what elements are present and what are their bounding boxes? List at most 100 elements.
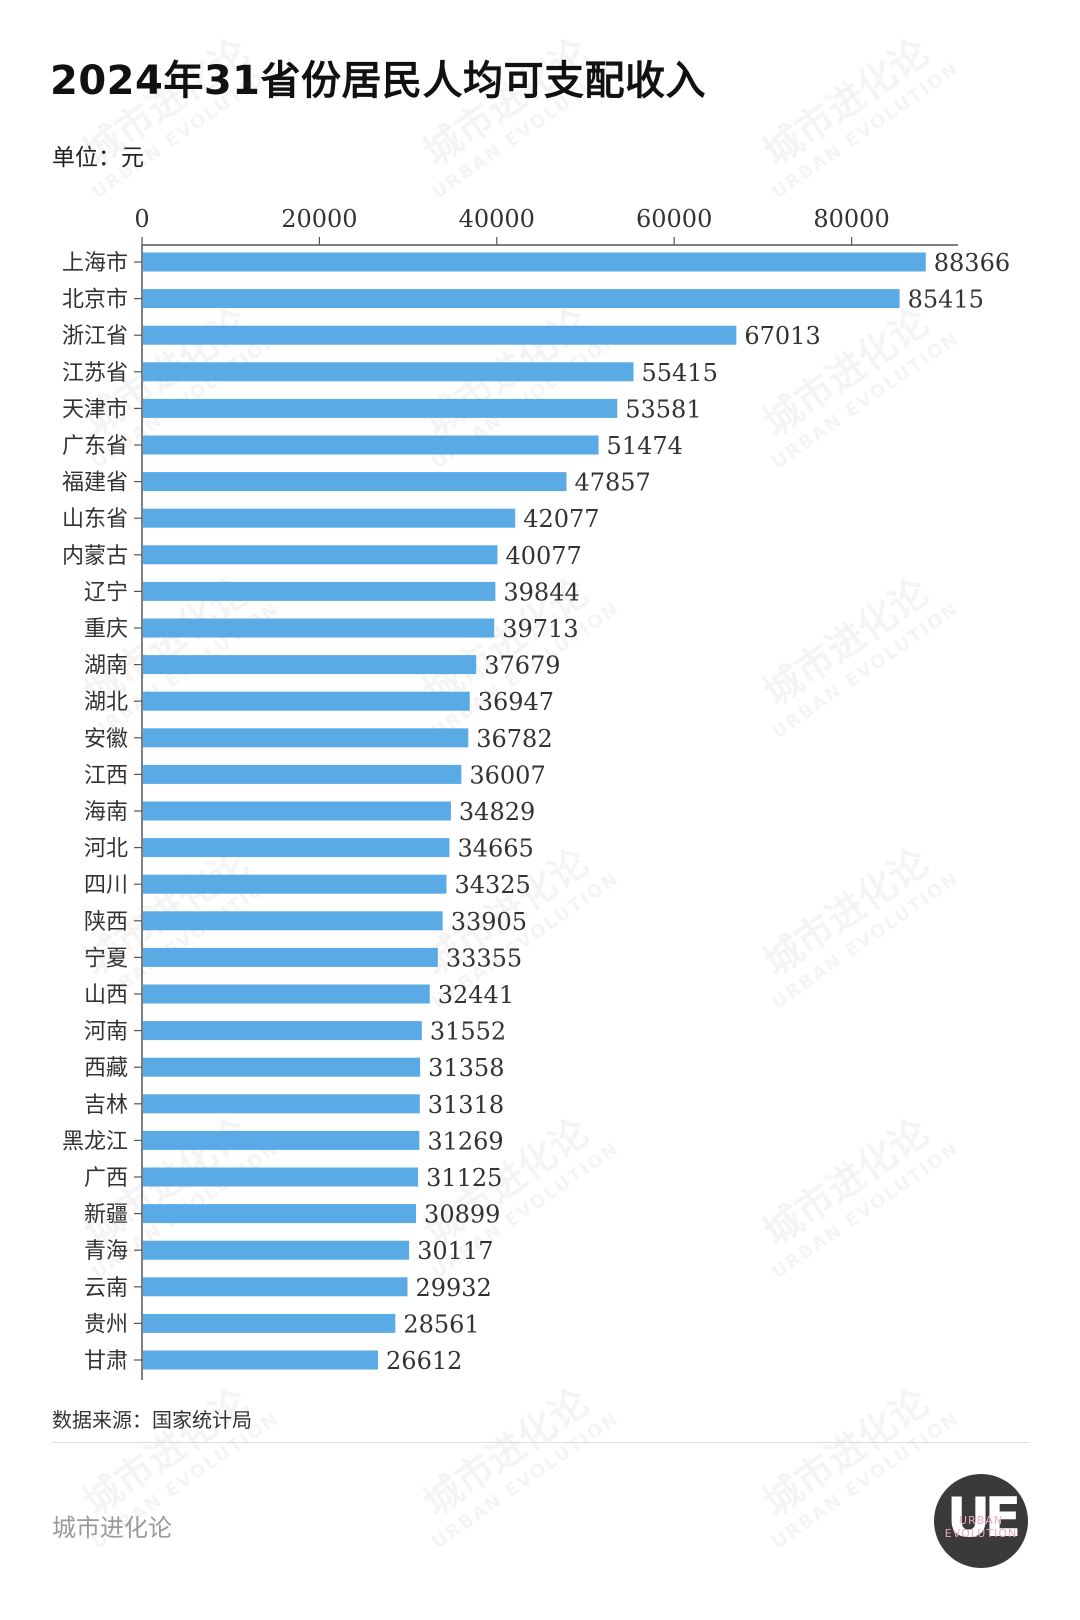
value-label: 85415 — [908, 286, 984, 314]
value-label: 30899 — [424, 1201, 500, 1229]
bar — [143, 1277, 408, 1297]
bar — [143, 325, 737, 345]
value-label: 31358 — [428, 1054, 504, 1082]
category-label: 海南 — [84, 800, 128, 825]
value-label: 40077 — [505, 542, 581, 570]
bar — [143, 1057, 421, 1077]
category-label: 上海市 — [62, 251, 128, 276]
category-label: 山西 — [84, 983, 128, 1008]
value-label: 47857 — [574, 469, 650, 497]
category-label: 内蒙古 — [62, 544, 128, 569]
category-label: 江西 — [84, 763, 128, 788]
category-label: 辽宁 — [84, 580, 128, 605]
value-label: 33355 — [446, 944, 522, 972]
value-label: 26612 — [386, 1347, 462, 1375]
value-label: 34665 — [457, 835, 533, 863]
value-label: 32441 — [438, 981, 514, 1009]
category-label: 广西 — [84, 1166, 128, 1191]
bar — [143, 289, 900, 309]
brand-logo-icon: UE URBAN EVOLUTION — [934, 1474, 1028, 1568]
bar — [143, 947, 438, 967]
bar — [143, 545, 498, 565]
logo-subtext-bottom: EVOLUTION — [944, 1527, 1018, 1540]
value-label: 33905 — [451, 908, 527, 936]
value-label: 31125 — [426, 1164, 502, 1192]
watermark-text-en: URBAN EVOLUTION — [413, 1397, 638, 1563]
value-label: 31318 — [428, 1091, 504, 1119]
category-label: 宁夏 — [84, 946, 128, 971]
category-label: 甘肃 — [84, 1349, 128, 1374]
value-label: 31269 — [427, 1127, 503, 1155]
bar — [143, 764, 462, 784]
bar — [143, 362, 634, 382]
bar — [143, 691, 470, 711]
unit-label: 单位：元 — [52, 145, 144, 171]
bar — [143, 1240, 410, 1260]
category-label: 湖北 — [84, 690, 128, 715]
category-label: 山东省 — [62, 507, 128, 532]
category-label: 西藏 — [84, 1056, 128, 1081]
bar — [143, 472, 567, 492]
bar — [143, 728, 469, 748]
category-label: 福建省 — [62, 471, 128, 496]
value-label: 42077 — [523, 505, 599, 533]
bar-chart: 0 20000 40000 60000 80000 上海市 88366 北京市 85415 浙江省… — [62, 205, 1010, 1380]
value-label: 36782 — [476, 725, 552, 753]
value-label: 30117 — [417, 1237, 493, 1265]
bar — [143, 398, 618, 418]
category-label: 云南 — [84, 1276, 128, 1301]
category-label: 吉林 — [84, 1093, 128, 1118]
value-label: 36947 — [478, 688, 554, 716]
bar — [143, 252, 926, 272]
data-source-note: 数据来源：国家统计局 — [52, 1408, 252, 1432]
value-label: 37679 — [484, 652, 560, 680]
value-label: 31552 — [430, 1018, 506, 1046]
bar — [143, 508, 516, 528]
footer-divider — [52, 1442, 1030, 1443]
value-label: 88366 — [934, 249, 1010, 277]
value-label: 51474 — [607, 432, 683, 460]
page-title: 2024年31省份居民人均可支配收入 — [50, 58, 706, 104]
bar — [143, 655, 477, 675]
category-label: 河北 — [84, 837, 128, 862]
bar — [143, 581, 496, 601]
x-tick-label: 20000 — [281, 205, 357, 233]
category-label: 贵州 — [84, 1312, 128, 1337]
category-label: 天津市 — [62, 397, 128, 422]
bar — [143, 1167, 419, 1187]
category-label: 北京市 — [62, 288, 128, 313]
value-label: 28561 — [403, 1310, 479, 1338]
x-tick-label: 80000 — [813, 205, 889, 233]
category-label: 安徽 — [84, 727, 128, 752]
category-label: 青海 — [84, 1239, 128, 1264]
bar — [143, 801, 451, 821]
bar — [143, 1130, 420, 1150]
logo-subtext-top: URBAN — [959, 1514, 1003, 1527]
category-label: 浙江省 — [62, 324, 128, 349]
value-label: 34829 — [459, 798, 535, 826]
category-label: 黑龙江 — [62, 1129, 128, 1154]
category-label: 江苏省 — [62, 361, 128, 386]
bar — [143, 1021, 422, 1041]
x-tick-label: 60000 — [636, 205, 712, 233]
value-label: 39844 — [503, 578, 579, 606]
bar — [143, 1204, 417, 1224]
value-label: 53581 — [625, 395, 701, 423]
category-label: 四川 — [84, 873, 128, 898]
logo-letters: UE — [946, 1486, 1022, 1549]
bar — [143, 1350, 379, 1370]
category-label: 重庆 — [84, 617, 128, 642]
bar — [143, 984, 430, 1004]
category-label: 湖南 — [84, 654, 128, 679]
value-label: 67013 — [744, 322, 820, 350]
x-tick-label: 0 — [134, 205, 149, 233]
brand-name: 城市进化论 — [52, 1514, 172, 1542]
bar — [143, 838, 450, 858]
category-label: 河南 — [84, 1020, 128, 1045]
bar — [143, 1313, 396, 1333]
category-label: 广东省 — [62, 434, 128, 459]
value-label: 34325 — [454, 871, 530, 899]
value-label: 55415 — [642, 359, 718, 387]
bar — [143, 874, 447, 894]
value-label: 29932 — [415, 1274, 491, 1302]
